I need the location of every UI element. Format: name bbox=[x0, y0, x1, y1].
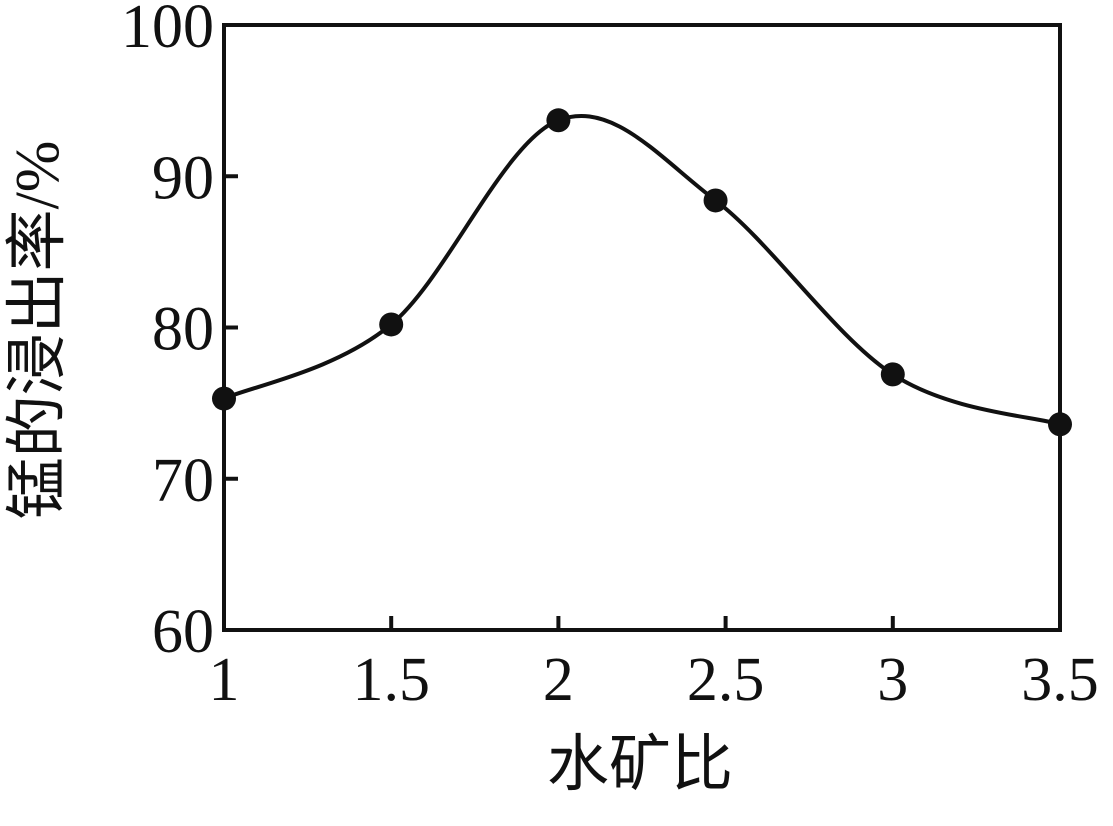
marker bbox=[1048, 412, 1072, 437]
x-tick-label: 3 bbox=[877, 646, 908, 714]
marker bbox=[703, 188, 728, 213]
y-tick-label: 90 bbox=[152, 144, 214, 212]
y-tick-label: 60 bbox=[152, 598, 214, 666]
plot-frame bbox=[222, 23, 1062, 632]
y-tick-label: 70 bbox=[152, 447, 214, 515]
x-axis-label: 水矿比 bbox=[547, 731, 733, 799]
y-axis-label: 锰的浸出率/% bbox=[4, 141, 72, 520]
y-tick-label: 80 bbox=[152, 296, 214, 364]
x-tick-label: 1 bbox=[209, 646, 240, 714]
y-tick-label: 100 bbox=[121, 0, 214, 61]
marker bbox=[546, 108, 571, 133]
marker bbox=[880, 362, 905, 387]
line bbox=[223, 114, 1061, 427]
x-tick-label: 3.5 bbox=[1021, 646, 1099, 714]
x-tick-label: 2 bbox=[543, 646, 574, 714]
marker bbox=[212, 386, 236, 411]
x-tick-label: 2.5 bbox=[687, 646, 765, 714]
x-tick-label: 1.5 bbox=[352, 646, 430, 714]
marker bbox=[379, 312, 404, 337]
